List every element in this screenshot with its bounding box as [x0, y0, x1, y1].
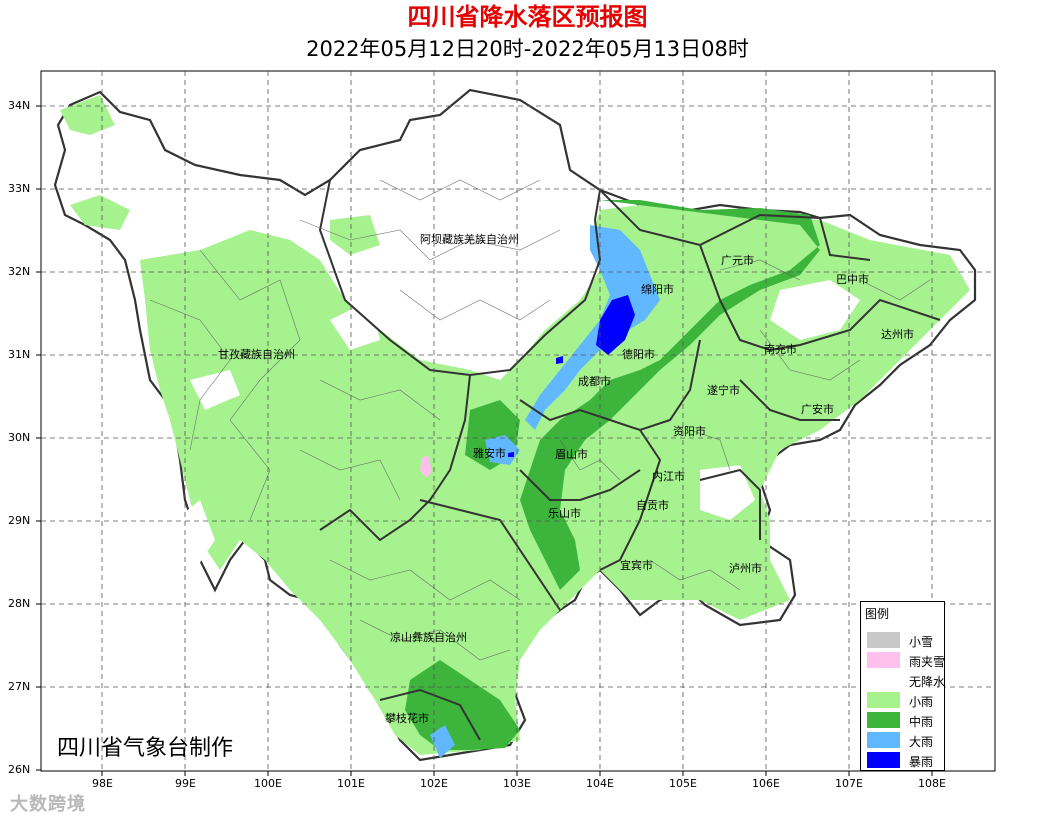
- rainstorm-areas: [508, 295, 635, 457]
- map-title: 四川省降水落区预报图: [407, 3, 648, 31]
- city-label-ziyang: 资阳市: [673, 425, 706, 438]
- producer-credit: 四川省气象台制作: [57, 736, 234, 761]
- lat-label-27: 27N: [8, 680, 31, 693]
- legend-item-no-precip: 无降水: [867, 672, 946, 689]
- lat-label-31: 31N: [8, 348, 31, 361]
- lon-label-105: 105E: [669, 777, 697, 790]
- city-label-zigong: 自贡市: [636, 499, 669, 512]
- legend-title: 图例: [865, 607, 890, 621]
- heavy-rain-yaan: [485, 435, 520, 465]
- region-label-aba: 阿坝藏族羌族自治州: [420, 233, 519, 246]
- forecast-period: 2022年05月12日20时-2022年05月13日08时: [306, 37, 749, 61]
- city-label-nanchong: 南充市: [764, 343, 797, 356]
- heavy-rain-areas: [430, 225, 660, 758]
- region-label-ganzi: 甘孜藏族自治州: [218, 348, 295, 361]
- lat-label-34: 34N: [8, 99, 31, 112]
- axis-ticks: [36, 105, 933, 776]
- legend-swatch: [867, 672, 900, 688]
- moderate-rain-north: [520, 200, 820, 590]
- legend-label: 小雨: [909, 695, 934, 709]
- lon-label-106: 106E: [752, 777, 780, 790]
- light-rain-north-patch: [60, 95, 115, 135]
- lon-label-102: 102E: [420, 777, 448, 790]
- legend-label: 大雨: [909, 735, 934, 749]
- light-rain-north2: [330, 215, 380, 255]
- legend-swatch: [867, 652, 900, 668]
- city-label-bazhong: 巴中市: [836, 273, 869, 286]
- prefecture-boundaries: [318, 179, 941, 741]
- watermark: 大数跨境: [10, 794, 86, 815]
- legend-swatch: [867, 732, 900, 748]
- lon-label-104: 104E: [586, 777, 614, 790]
- city-label-dazhou: 达州市: [881, 328, 914, 341]
- lat-label-32: 32N: [8, 265, 31, 278]
- city-label-panzhihua: 攀枝花市: [385, 712, 429, 725]
- legend-item-heavy-rain: 大雨: [867, 732, 943, 749]
- lon-label-98: 98E: [92, 777, 113, 790]
- heavy-rain-main: [525, 225, 660, 430]
- city-label-suining: 遂宁市: [707, 384, 740, 397]
- lat-label-26: 26N: [8, 763, 31, 776]
- city-label-neijiang: 内江市: [652, 470, 685, 483]
- lat-label-29: 29N: [8, 514, 31, 527]
- lat-label-33: 33N: [8, 182, 31, 195]
- legend-swatch: [867, 632, 900, 648]
- legend-swatch: [867, 712, 900, 728]
- legend-label: 雨夹雪: [909, 655, 946, 669]
- city-label-meishan: 眉山市: [555, 448, 588, 461]
- lon-label-107: 107E: [835, 777, 863, 790]
- region-label-liangshan: 凉山彝族自治州: [390, 631, 467, 644]
- city-label-deyang: 德阳市: [622, 348, 655, 361]
- legend-item-light-rain: 小雨: [867, 692, 943, 709]
- light-rain-nw-patch: [70, 195, 130, 230]
- lon-label-99: 99E: [175, 777, 196, 790]
- legend-swatch: [867, 692, 900, 708]
- legend-label: 暴雨: [909, 755, 934, 769]
- city-label-guangan: 广安市: [801, 403, 834, 416]
- lat-label-28: 28N: [8, 597, 31, 610]
- legend-label: 小雪: [909, 635, 934, 649]
- moderate-rain-south: [405, 660, 520, 750]
- city-label-guangyuan: 广元市: [721, 254, 754, 267]
- lon-label-101: 101E: [337, 777, 365, 790]
- rainstorm-deyang: [596, 295, 635, 355]
- city-label-yibin: 宜宾市: [620, 559, 653, 572]
- legend-label: 无降水: [909, 675, 946, 689]
- lat-gridlines: [41, 105, 995, 688]
- city-label-luzhou: 泸州市: [729, 562, 762, 575]
- lon-label-103: 103E: [503, 777, 531, 790]
- county-boundaries: [149, 179, 931, 661]
- legend-item-light-snow: 小雪: [867, 632, 943, 649]
- legend-item-moderate-rain: 中雨: [867, 712, 943, 729]
- sleet-area: [420, 455, 432, 478]
- lon-label-108: 108E: [918, 777, 946, 790]
- legend-item-sleet: 雨夹雪: [867, 652, 946, 669]
- legend-item-rainstorm: 暴雨: [867, 752, 943, 769]
- legend-label: 中雨: [909, 715, 934, 729]
- city-label-leshan: 乐山市: [548, 507, 581, 520]
- heavy-rain-south: [430, 725, 455, 758]
- legend: 图例 小雪 雨夹雪 无降水 小雨 中雨 大雨 暴雨: [860, 601, 945, 771]
- legend-swatch: [867, 752, 900, 768]
- city-label-mianyang: 绵阳市: [641, 283, 674, 296]
- lon-label-100: 100E: [254, 777, 282, 790]
- city-label-chengdu: 成都市: [578, 375, 611, 388]
- lat-label-30: 30N: [8, 431, 31, 444]
- city-label-yaan: 雅安市: [473, 447, 506, 460]
